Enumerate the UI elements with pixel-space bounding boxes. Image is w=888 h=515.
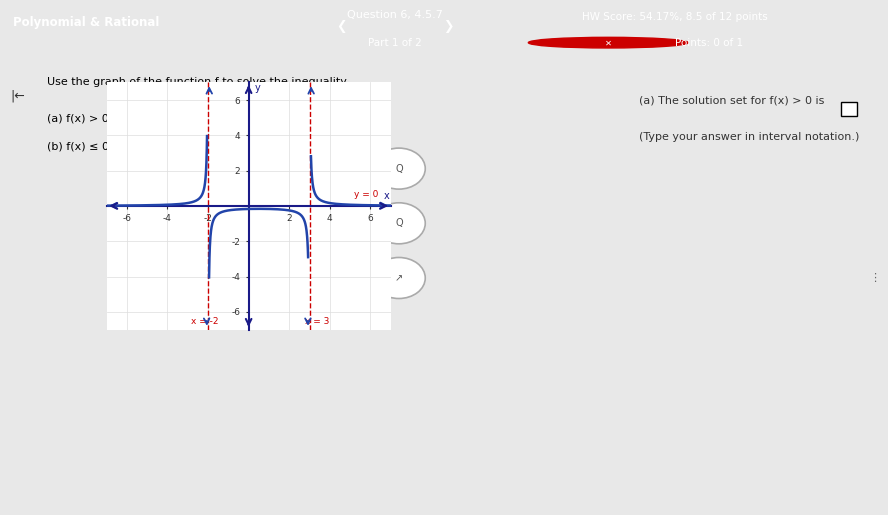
Text: (b) f(x) ≤ 0: (b) f(x) ≤ 0: [47, 141, 109, 151]
Text: y: y: [255, 83, 260, 93]
Text: ❮: ❮: [337, 20, 347, 33]
Text: x = -2: x = -2: [191, 317, 218, 327]
Circle shape: [373, 148, 425, 189]
Circle shape: [528, 37, 688, 48]
Text: x = 3: x = 3: [305, 317, 329, 327]
Text: Part 1 of 2: Part 1 of 2: [369, 38, 422, 48]
Text: ↗: ↗: [395, 273, 403, 283]
Text: ✕: ✕: [605, 38, 612, 47]
Text: (Type your answer in interval notation.): (Type your answer in interval notation.): [639, 132, 860, 142]
Text: ○: ○: [385, 154, 412, 183]
Text: HW Score: 54.17%, 8.5 of 12 points: HW Score: 54.17%, 8.5 of 12 points: [582, 11, 768, 22]
Text: |←: |←: [11, 89, 25, 102]
Text: Q: Q: [395, 218, 402, 228]
Text: Use the graph of the function f to solve the inequality.: Use the graph of the function f to solve…: [47, 77, 349, 88]
Text: y = 0: y = 0: [354, 190, 378, 199]
Text: ❯: ❯: [443, 20, 454, 33]
Text: x: x: [384, 191, 390, 201]
Circle shape: [373, 203, 425, 244]
Text: Q: Q: [395, 164, 402, 174]
Text: Points: 0 of 1: Points: 0 of 1: [675, 38, 743, 48]
Text: Question 6, 4.5.7: Question 6, 4.5.7: [347, 10, 443, 20]
FancyBboxPatch shape: [841, 101, 857, 116]
Text: ○: ○: [385, 264, 412, 293]
Text: (a) f(x) > 0: (a) f(x) > 0: [47, 114, 109, 124]
Text: ⋮: ⋮: [869, 273, 880, 283]
Text: Polynomial & Rational: Polynomial & Rational: [13, 16, 160, 29]
Text: (a) The solution set for f(x) > 0 is: (a) The solution set for f(x) > 0 is: [639, 96, 825, 106]
Circle shape: [373, 258, 425, 299]
Text: ○: ○: [385, 209, 412, 238]
